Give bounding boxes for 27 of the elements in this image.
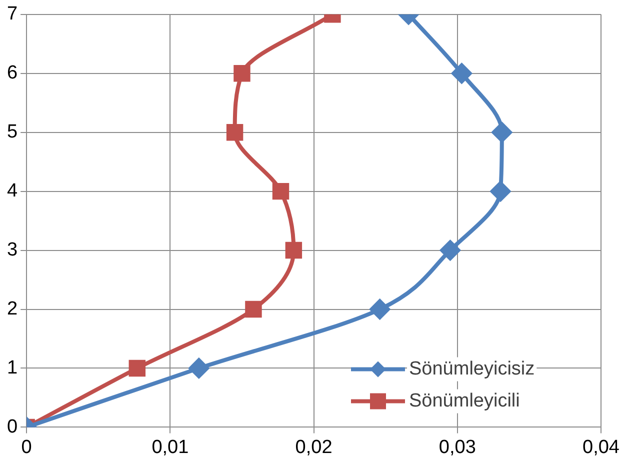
y-tick-label: 1 — [6, 357, 18, 378]
legend-label: Sönümleyicisiz — [409, 358, 535, 380]
point — [234, 65, 250, 82]
point — [440, 240, 460, 260]
y-tick-label: 5 — [6, 122, 18, 143]
point — [452, 63, 472, 84]
legend-label: Sönümleyicili — [409, 390, 520, 412]
y-tick-label: 3 — [6, 240, 18, 261]
point — [226, 124, 244, 141]
point — [188, 358, 209, 378]
x-tick-label: 0,04 — [582, 436, 620, 458]
point — [272, 182, 290, 200]
point — [285, 242, 302, 259]
x-tick-label: 0,02 — [295, 436, 332, 458]
y-tick-label: 0 — [6, 416, 18, 438]
point — [245, 300, 262, 318]
point — [128, 360, 146, 377]
y-tick-label: 2 — [6, 298, 18, 320]
y-tick-label: 7 — [6, 4, 18, 25]
x-tick-label: 0,03 — [438, 436, 476, 458]
x-tick-label: 0,01 — [152, 436, 189, 458]
x-tick-label: 0 — [21, 436, 32, 458]
y-tick-label: 4 — [6, 180, 18, 202]
y-tick-label: 6 — [6, 62, 18, 84]
point — [492, 122, 512, 142]
point — [490, 181, 510, 202]
point — [370, 299, 390, 320]
